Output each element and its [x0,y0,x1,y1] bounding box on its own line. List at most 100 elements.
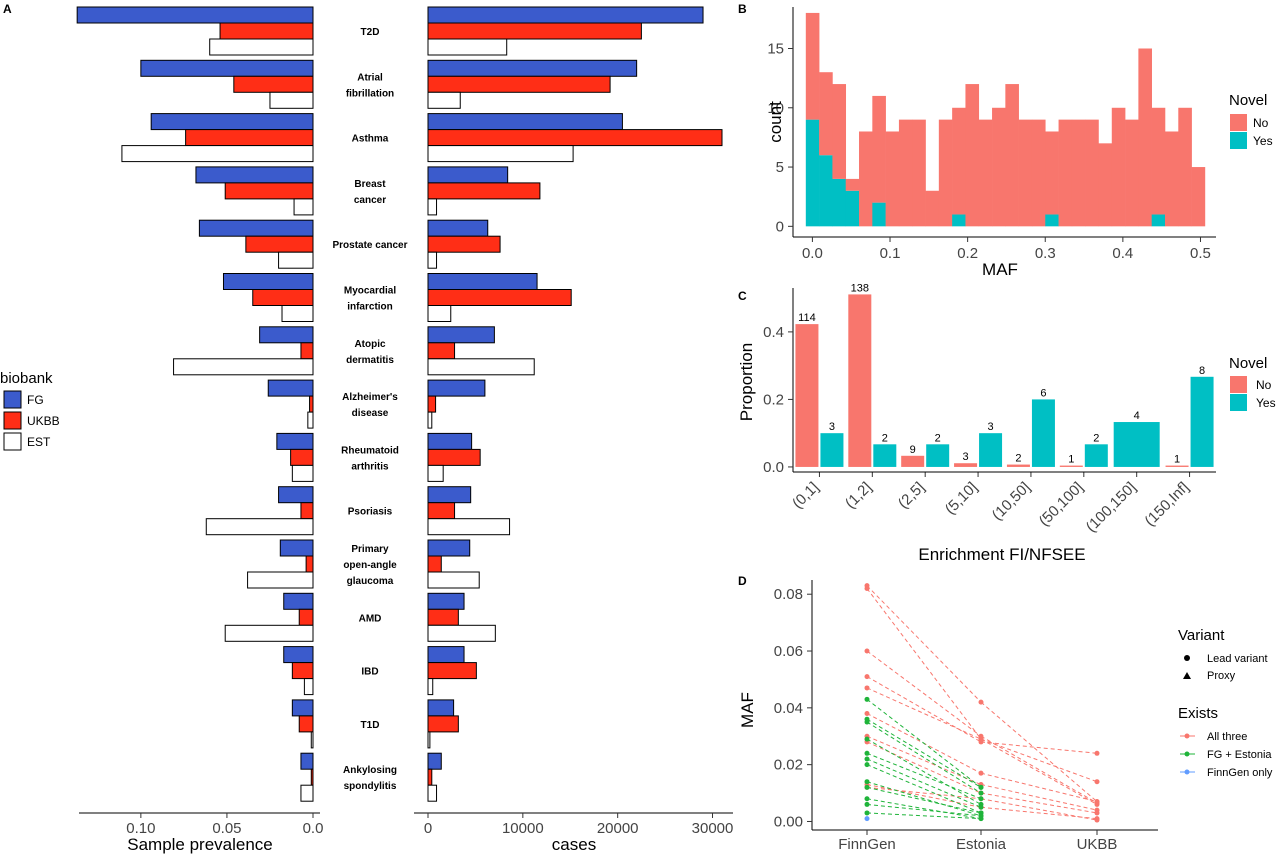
histogram-bar-no [1191,167,1206,227]
category-label-myocardial-infarction: infarction [347,302,393,313]
cases-bar-fg-myocardial-infarction [427,273,538,290]
prevalence-bar-est-prostate-cancer [278,251,314,269]
prevalence-bar-ukbb-psoriasis [300,502,314,520]
prevalence-bar-ukbb-t2d [219,22,314,40]
histogram-bar-no [1151,107,1166,215]
d-y-tick-label: 0.08 [774,586,803,603]
category-label-ankylosing-spondylitis: spondylitis [344,781,397,792]
histogram-bar-no [938,119,953,227]
panel-letter-b: B [738,2,747,16]
b-legend-title: Novel [1229,92,1267,109]
c-count-label-no: 2 [1015,453,1021,465]
cases-bar-est-atrial-fibrillation [427,91,461,109]
d-series-line-all-three [980,798,1098,821]
histogram-bar-no [898,119,913,227]
prevalence-bar-est-atopic-dermatitis [173,358,314,376]
cases-bar-fg-amd [427,592,465,610]
cases-bar-fg-atrial-fibrillation [427,59,638,77]
d-exists-legend-key-finngen-only [1184,769,1190,775]
prevalence-bar-ukbb-prostate-cancer [245,235,314,253]
cases-bar-ukbb-alzheimer-s-disease [427,395,437,413]
panel-b-maf-histogram: 0 5 10 15 0.0 0.1 0.2 0.3 0.4 0.5 MAF count Novel No Y… [766,7,1273,279]
c-bar-no-10-50 [1006,464,1030,467]
category-label-alzheimer-s-disease: Alzheimer's [342,392,398,403]
left-x-tick-label: 0.10 [126,820,155,837]
c-bar-no-0-1 [795,324,819,467]
histogram-bar-no [1031,119,1046,227]
c-count-label-no: 1 [1068,454,1074,466]
d-exists-legend-key-all-three [1184,733,1190,739]
d-point-all-three [864,648,870,654]
histogram-bar-no [978,119,993,227]
d-variant-legend-label-proxy: Proxy [1207,670,1236,682]
histogram-bar-yes [819,155,833,227]
histogram-bar-no [1071,119,1086,227]
histogram-bar-no [832,84,847,179]
d-series-line-fg-estonia [866,721,982,794]
category-label-rheumatoid-arthritis: Rheumatoid [341,445,399,456]
prevalence-bar-ukbb-atrial-fibrillation [233,75,314,93]
panel-letter-c: C [738,289,747,303]
prevalence-bar-est-ibd [303,678,314,696]
histogram-bar-no [1085,119,1099,227]
left-x-tick-label: 0.0 [303,820,324,837]
d-point-fg-estonia [864,750,870,756]
c-bar-yes-50-100 [1084,444,1108,467]
biobank-legend-label-est: EST [27,435,51,449]
d-series-line-all-three [866,650,982,737]
cases-bar-fg-rheumatoid-arthritis [427,432,473,450]
c-count-label-yes: 4 [1134,410,1140,422]
histogram-bar-no [992,107,1006,227]
c-x-tick-label: (5,10] [942,479,981,518]
c-bar-yes-0-1 [820,433,844,467]
prevalence-bar-ukbb-primary-open-angle-glaucoma [305,555,314,573]
d-series-line-all-three [866,585,982,703]
category-label-atopic-dermatitis: Atopic [354,339,386,350]
c-legend-key-yes [1230,394,1247,411]
left-x-axis-title: Sample prevalence [127,835,273,854]
d-series-line-all-three [866,784,982,808]
prevalence-bar-est-myocardial-infarction [281,305,314,322]
d-exists-legend-label-fg-estonia: FG + Estonia [1207,749,1272,761]
prevalence-bar-est-asthma [121,145,314,163]
cases-bar-ukbb-psoriasis [427,502,456,520]
d-variant-legend-key-proxy [1183,672,1191,679]
prevalence-bar-est-atrial-fibrillation [269,91,314,109]
c-x-axis-title: Enrichment FI/NFSEE [918,545,1085,564]
histogram-bar-yes [1045,214,1059,227]
d-point-fg-estonia [978,790,984,796]
prevalence-bar-ukbb-t1d [298,715,314,733]
d-point-finngen-only [864,816,870,822]
d-series-line-all-three [980,701,1098,802]
d-series-line-all-three [866,687,982,740]
category-label-t1d: T1D [361,720,380,731]
cases-bar-ukbb-amd [427,608,459,626]
b-x-axis-title: MAF [982,260,1018,279]
d-x-tick-label-ukbb: UKBB [1077,836,1118,853]
c-count-label-yes: 3 [988,421,994,433]
b-legend-key-no [1230,114,1247,131]
c-x-tick-label: (150,Inf] [1141,479,1192,530]
prevalence-bar-fg-prostate-cancer [198,219,314,237]
histogram-bar-no [885,131,900,227]
d-point-all-three [864,711,870,717]
cases-bar-fg-psoriasis [427,486,472,504]
c-x-tick-label: (50,100] [1036,479,1087,530]
panel-c-enrichment-bar-chart: 1143(0,1]1382(1,2]92(2,5]33(5,10]26(10,5… [737,282,1276,564]
c-bar-yes-150-inf [1190,376,1214,467]
c-bar-no-5-10 [954,463,978,467]
cases-bar-est-alzheimer-s-disease [427,411,433,429]
prevalence-bar-fg-ibd [283,646,314,664]
c-count-label-no: 1 [1174,454,1180,466]
d-series-line-all-three [980,792,1098,814]
c-count-label-no: 3 [963,451,969,463]
prevalence-bar-ukbb-breast-cancer [224,182,314,200]
d-variant-legend-label-lead: Lead variant [1207,653,1268,665]
histogram-bar-yes [805,119,820,227]
d-point-all-three [1094,779,1100,785]
histogram-bar-no [1178,107,1192,227]
c-x-tick-label: (100,150] [1083,479,1140,536]
d-point-fg-estonia [864,796,870,802]
panel-d-maf-line-chart: 0.00 0.02 0.04 0.06 0.08 FinnGen Estonia UKBB MA… [738,580,1273,853]
d-point-fg-estonia [864,810,870,816]
